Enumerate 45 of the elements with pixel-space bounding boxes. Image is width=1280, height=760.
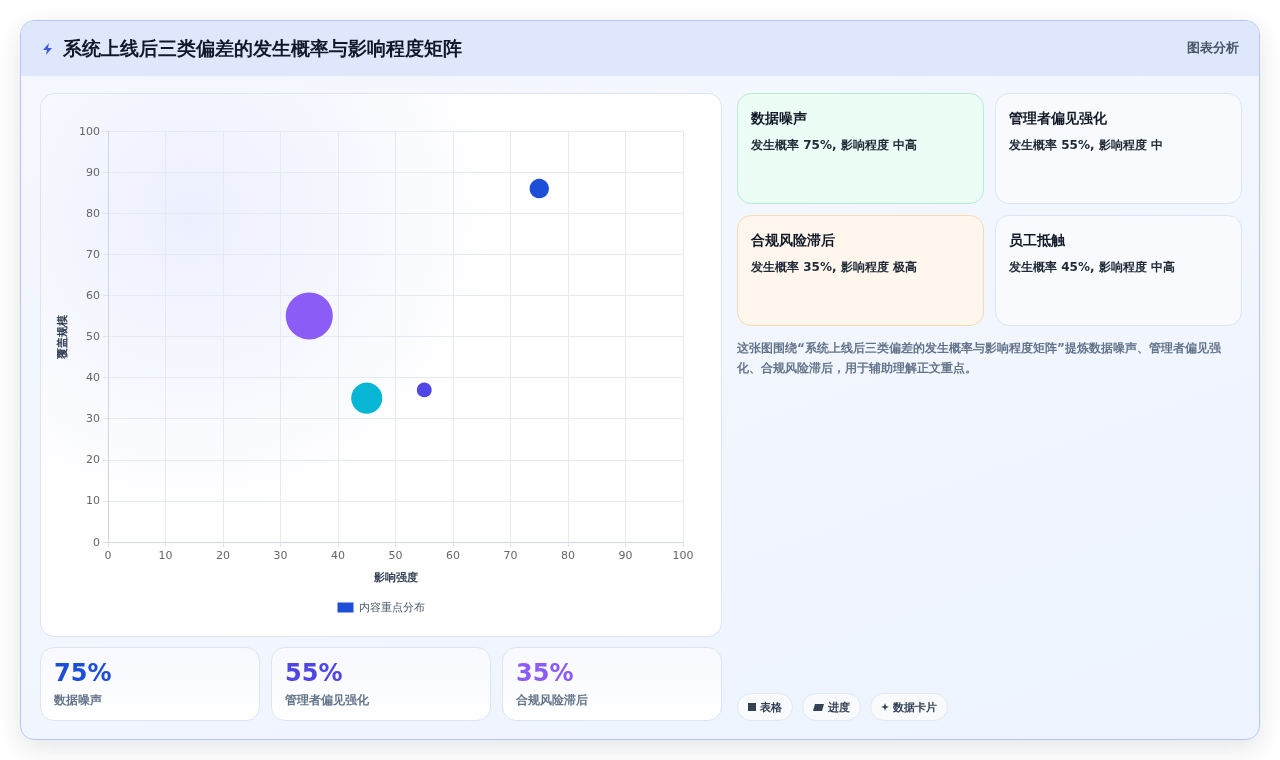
y-tick-label: 100: [79, 124, 100, 138]
x-tick-label: 100: [672, 549, 694, 562]
text: 管理者偏见强化: [285, 693, 369, 708]
text: 发生概率 35%, 影响程度 极高: [751, 260, 917, 275]
text: 合规风险滞后: [516, 693, 588, 708]
chart-title: 系统上线后三类偏差的发生概率与影响程度矩阵: [63, 36, 462, 60]
x-tick-label: 20: [216, 549, 230, 562]
text: 发生概率 45%, 影响程度 中高: [1009, 260, 1175, 275]
y-tick-label: 0: [93, 535, 100, 549]
y-tick-label: 70: [86, 247, 100, 261]
text: 55%: [285, 659, 343, 687]
x-tick-label: 40: [331, 549, 345, 562]
y-tick-label: 20: [86, 453, 100, 467]
x-tick-label: 30: [273, 549, 288, 562]
x-tick-label: 60: [446, 549, 460, 562]
text: 发生概率 75%, 影响程度 中高: [751, 138, 917, 153]
text: 35%: [516, 659, 574, 687]
text: 表格: [760, 699, 782, 715]
x-tick-label: 70: [503, 549, 518, 562]
x-tick-label: 50: [388, 549, 403, 562]
x-tick-label: 80: [561, 549, 575, 562]
y-tick-label: 30: [86, 412, 100, 426]
text: 合规风险滞后: [751, 231, 835, 249]
y-tick-label: 50: [86, 330, 100, 343]
x-tick-label: 0: [104, 549, 112, 562]
text: 员工抵触: [1009, 231, 1065, 249]
text: 数据噪声: [751, 109, 807, 127]
text: 发生概率 55%, 影响程度 中: [1009, 138, 1163, 153]
x-tick-label: 90: [618, 549, 633, 562]
text: 数据卡片: [893, 699, 937, 715]
y-tick-label: 80: [86, 206, 100, 220]
y-tick-label: 40: [86, 371, 100, 385]
text: 这张图围绕“系统上线后三类偏差的发生概率与影响程度矩阵”提炼数据噪声、管理者偏见强化、合规风险滞后，用于辅助理解正文重点。: [737, 340, 1222, 377]
y-tick-label: 90: [86, 165, 100, 179]
y-axis-title: 覆盖规模: [56, 313, 69, 360]
x-tick-label: 10: [158, 549, 173, 562]
y-tick-label: 60: [86, 288, 100, 302]
text: 管理者偏见强化: [1009, 109, 1107, 127]
text: 图表分析: [1187, 40, 1239, 56]
text: 数据噪声: [54, 693, 102, 708]
y-tick-label: 10: [86, 494, 100, 508]
text: 75%: [54, 659, 112, 687]
text: 进度: [828, 699, 850, 715]
legend-label: 内容重点分布: [358, 601, 425, 614]
x-axis-title: 影响强度: [372, 571, 418, 584]
